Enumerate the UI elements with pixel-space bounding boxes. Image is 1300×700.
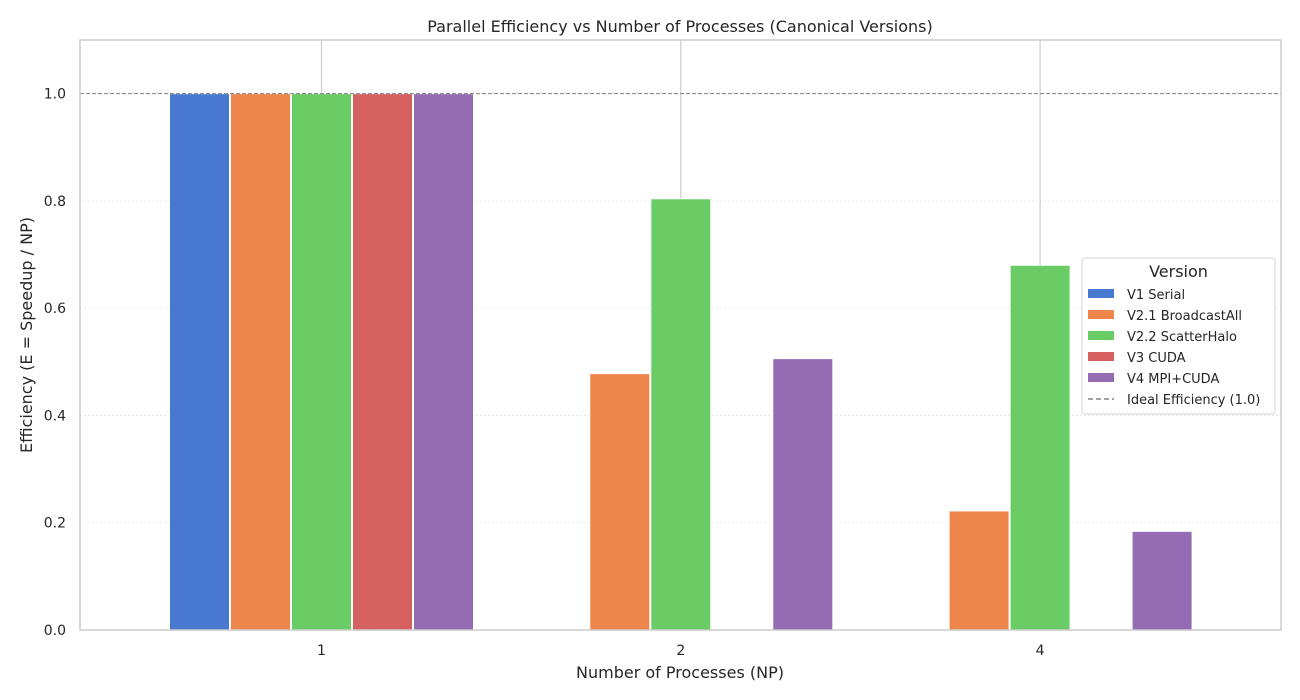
legend-title: Version: [1149, 262, 1208, 281]
bar-v3-cuda-np1: [352, 93, 413, 631]
y-tick-label: 0.2: [44, 516, 66, 532]
chart-title: Parallel Efficiency vs Number of Process…: [427, 17, 933, 36]
legend-swatch: [1088, 289, 1114, 298]
bar-v2-2-scatterhalo-np1: [291, 93, 352, 631]
legend-swatch: [1088, 331, 1114, 340]
legend: Version V1 Serial V2.1 BroadcastAll V2.2 Sc…: [1081, 257, 1276, 415]
plot-frame: [79, 39, 1282, 631]
x-axis-label: Number of Processes (NP): [576, 663, 784, 682]
legend-entry-label: V2.1 BroadcastAll: [1127, 309, 1242, 324]
bar-v4-mpi-cuda-np1: [413, 93, 474, 631]
legend-swatch: [1088, 352, 1114, 361]
y-axis-label: Efficiency (E = Speedup / NP): [17, 217, 36, 453]
bar-v4-mpi-cuda-np4: [1131, 530, 1193, 631]
bar-v2-1-broadcastall-np1: [230, 93, 291, 631]
bar-v1-serial-np1: [169, 93, 230, 631]
y-tick-label: 0.4: [44, 408, 66, 424]
legend-entry-label: V3 CUDA: [1127, 351, 1186, 366]
x-tick-label: 1: [317, 643, 326, 659]
bar-v4-mpi-cuda-np2: [772, 358, 834, 631]
legend-entry-label: Ideal Efficiency (1.0): [1127, 393, 1260, 408]
legend-swatch: [1088, 310, 1114, 319]
y-tick-label: 0.8: [44, 194, 66, 210]
y-tick-label: 0.6: [44, 301, 66, 317]
legend-entry-label: V4 MPI+CUDA: [1127, 372, 1219, 387]
bar-v2-1-broadcastall-np2: [589, 373, 651, 631]
y-tick-label: 1.0: [44, 87, 66, 103]
legend-swatch: [1088, 373, 1114, 382]
bar-v2-2-scatterhalo-np2: [650, 198, 712, 631]
x-tick-label: 2: [676, 643, 685, 659]
legend-box: [1081, 257, 1276, 415]
bar-v2-2-scatterhalo-np4: [1009, 264, 1071, 631]
x-tick-label: 4: [1036, 643, 1045, 659]
legend-entry-label: V1 Serial: [1127, 288, 1185, 303]
bar-v2-1-broadcastall-np4: [948, 510, 1010, 631]
y-tick-label: 0.0: [44, 623, 66, 639]
legend-entry-label: V2.2 ScatterHalo: [1127, 330, 1237, 345]
